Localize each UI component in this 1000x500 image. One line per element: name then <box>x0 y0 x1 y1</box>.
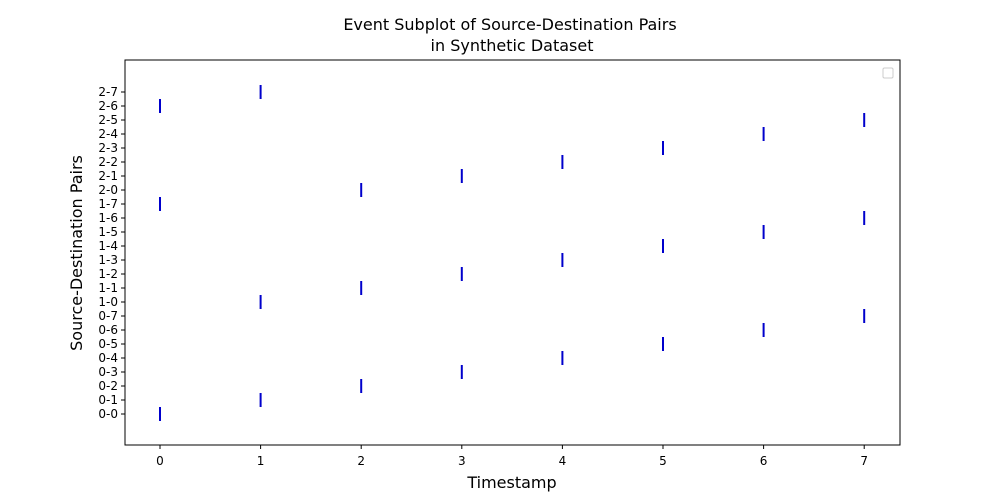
x-axis-ticks: 0 1 2 3 4 5 6 7 <box>156 445 868 468</box>
x-tick-label: 5 <box>659 454 667 468</box>
y-tick-label: 1-0 <box>98 295 118 309</box>
y-tick-label: 2-7 <box>98 85 118 99</box>
y-tick-label: 1-2 <box>98 267 118 281</box>
y-tick-label: 1-6 <box>98 211 118 225</box>
chart-title-line1: Event Subplot of Source-Destination Pair… <box>343 15 676 34</box>
y-tick-label: 1-7 <box>98 197 118 211</box>
y-tick-label: 1-3 <box>98 253 118 267</box>
x-axis-label: Timestamp <box>466 473 556 492</box>
y-tick-label: 0-2 <box>98 379 118 393</box>
y-axis-ticks: 0-00-10-20-30-40-50-60-71-01-11-21-31-41… <box>98 85 125 421</box>
chart-title-line2: in Synthetic Dataset <box>431 36 594 55</box>
y-tick-label: 2-2 <box>98 155 118 169</box>
y-tick-label: 2-6 <box>98 99 118 113</box>
y-tick-label: 2-1 <box>98 169 118 183</box>
x-tick-label: 6 <box>760 454 768 468</box>
y-axis-label: Source-Destination Pairs <box>67 155 86 351</box>
y-tick-label: 2-5 <box>98 113 118 127</box>
x-tick-label: 1 <box>257 454 265 468</box>
y-tick-label: 0-1 <box>98 393 118 407</box>
y-tick-label: 0-3 <box>98 365 118 379</box>
event-markers <box>159 85 866 421</box>
x-tick-label: 3 <box>458 454 466 468</box>
x-tick-label: 0 <box>156 454 164 468</box>
y-tick-label: 2-3 <box>98 141 118 155</box>
y-tick-label: 2-4 <box>98 127 118 141</box>
y-tick-label: 1-4 <box>98 239 118 253</box>
plot-area <box>124 59 901 446</box>
y-tick-label: 1-5 <box>98 225 118 239</box>
y-tick-label: 0-4 <box>98 351 118 365</box>
y-tick-label: 0-7 <box>98 309 118 323</box>
y-tick-label: 0-6 <box>98 323 118 337</box>
y-tick-label: 0-0 <box>98 407 118 421</box>
y-tick-label: 1-1 <box>98 281 118 295</box>
x-tick-label: 2 <box>357 454 365 468</box>
x-tick-label: 7 <box>860 454 868 468</box>
y-tick-label: 0-5 <box>98 337 118 351</box>
y-tick-label: 2-0 <box>98 183 118 197</box>
x-tick-label: 4 <box>559 454 567 468</box>
legend-box <box>882 67 894 79</box>
